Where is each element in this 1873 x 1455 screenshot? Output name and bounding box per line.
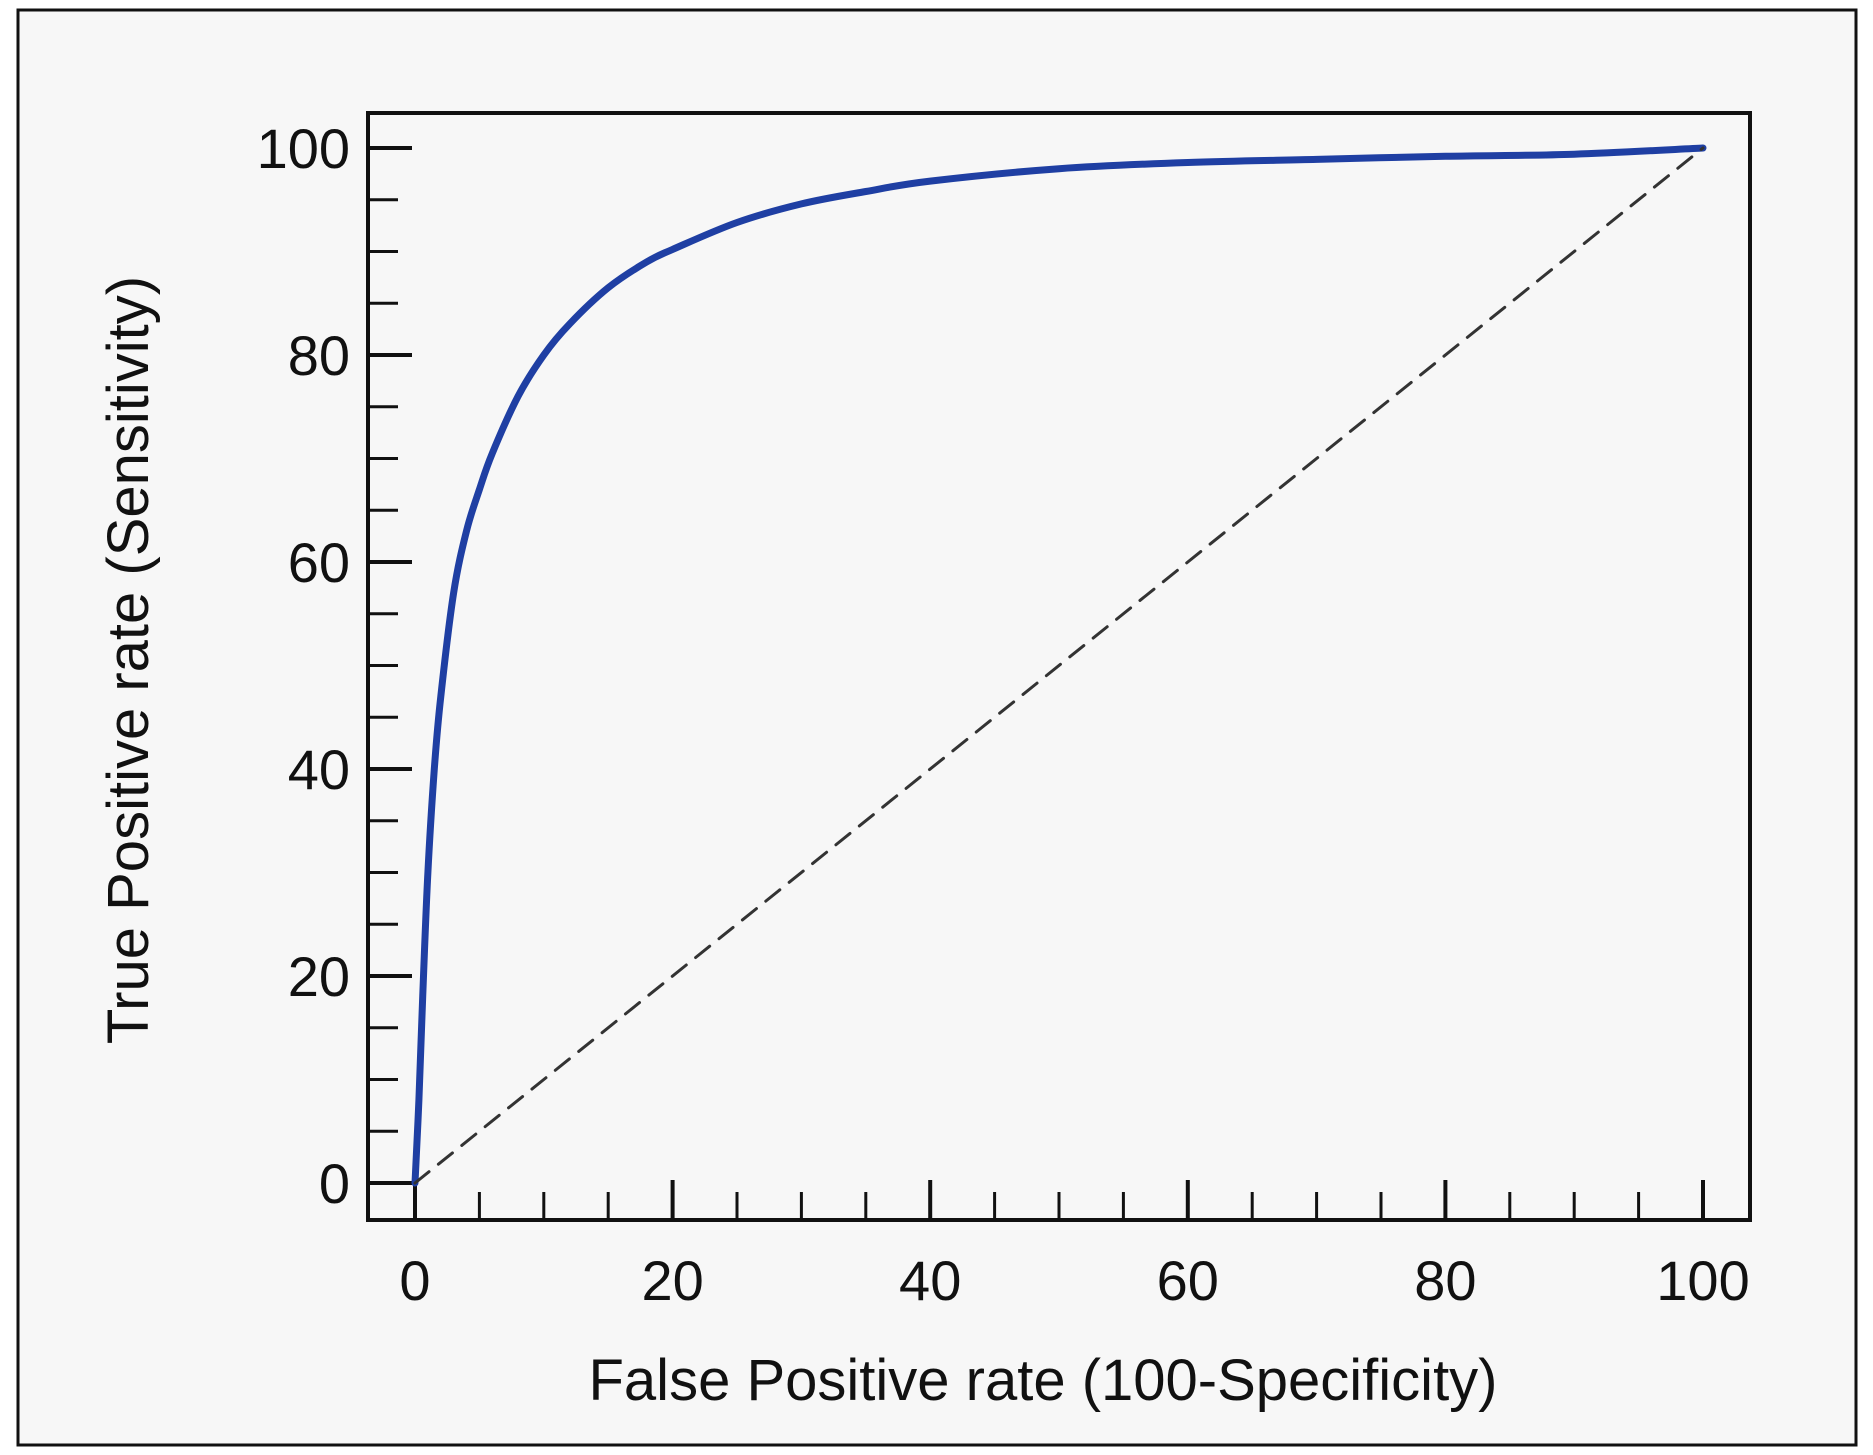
y-tick-label: 80: [288, 324, 350, 387]
roc-curve-line: [411, 144, 1707, 1187]
x-tick-label: 100: [1656, 1249, 1749, 1312]
series-layer: [411, 144, 1707, 1187]
x-tick-label: 20: [641, 1249, 703, 1312]
y-tick-label: 20: [288, 945, 350, 1008]
y-axis-title: True Positive rate (Sensitivity): [96, 276, 161, 1044]
y-tick-label: 0: [319, 1152, 350, 1215]
y-tick-label: 100: [257, 117, 350, 180]
tick-labels-layer: 0 20 40 60 80 100 0 20 40 60 80 100: [257, 117, 1750, 1312]
x-tick-label: 40: [899, 1249, 961, 1312]
x-tick-label: 60: [1157, 1249, 1219, 1312]
ticks-layer: [368, 146, 1705, 1220]
x-tick-label: 0: [399, 1249, 430, 1312]
y-tick-label: 60: [288, 531, 350, 594]
reference-diagonal-line: [413, 146, 1705, 1185]
y-tick-label: 40: [288, 738, 350, 801]
x-tick-label: 80: [1414, 1249, 1476, 1312]
x-axis-title: False Positive rate (100-Specificity): [589, 1348, 1498, 1413]
